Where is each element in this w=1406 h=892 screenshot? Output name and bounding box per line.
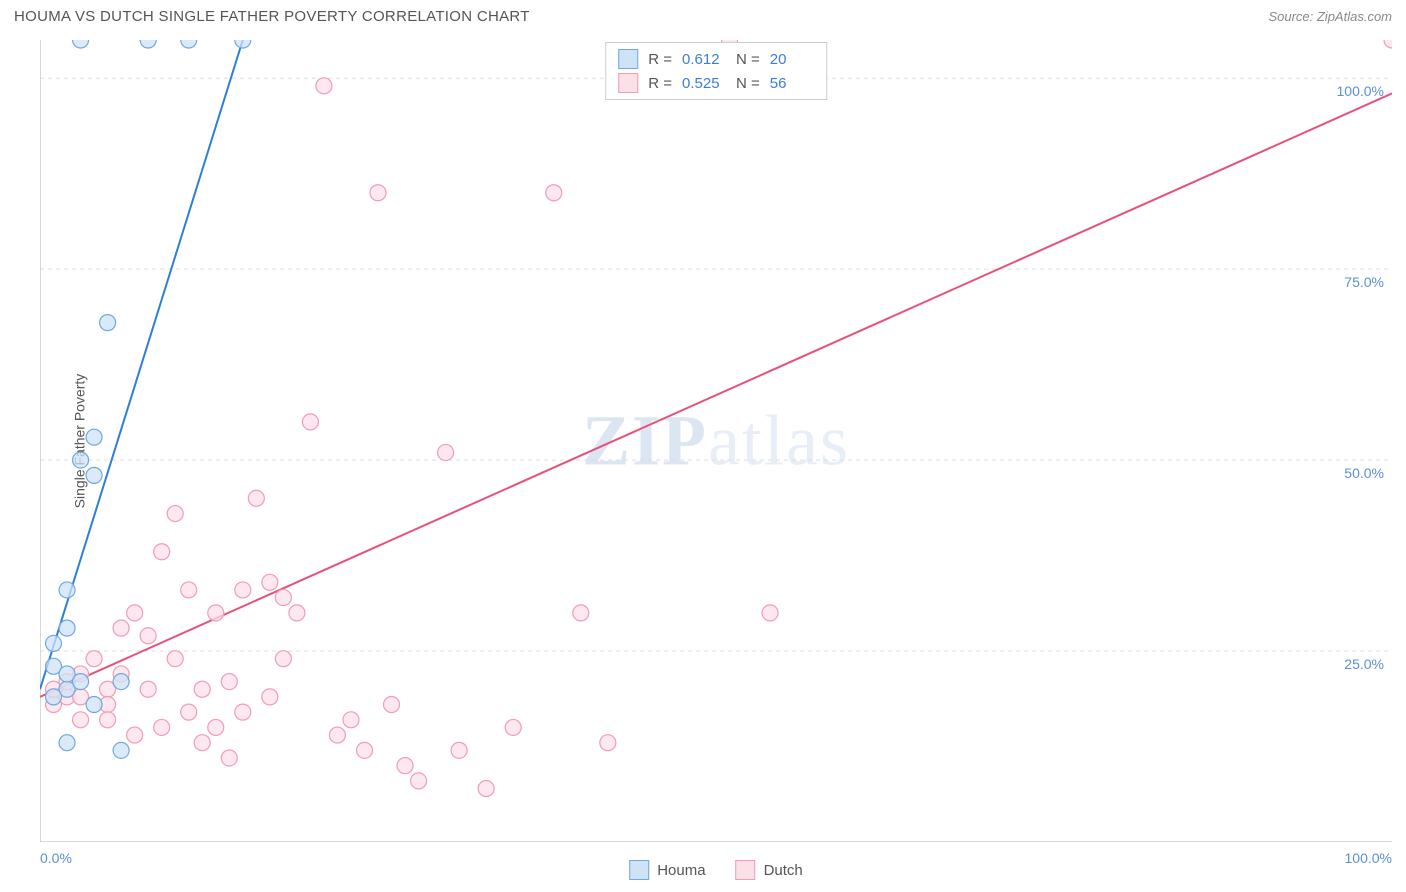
x-axis-max-label: 100.0% — [1345, 850, 1392, 866]
stat-n-label: N = — [736, 51, 760, 68]
chart-title: HOUMA VS DUTCH SINGLE FATHER POVERTY COR… — [14, 8, 530, 25]
legend-stats: R = 0.612 N = 20 R = 0.525 N = 56 — [605, 42, 827, 100]
stat-r-value-dutch: 0.525 — [682, 75, 726, 92]
legend-item: Dutch — [736, 860, 803, 880]
legend-label: Dutch — [764, 862, 803, 879]
stat-n-value-dutch: 56 — [770, 75, 814, 92]
chart-area: Single Father Poverty ZIPatlas 25.0%50.0… — [40, 40, 1392, 842]
stat-r-value-houma: 0.612 — [682, 51, 726, 68]
stat-n-value-houma: 20 — [770, 51, 814, 68]
svg-text:75.0%: 75.0% — [1344, 274, 1384, 290]
scatter-plot: 25.0% 50.0% 75.0% 100.0% — [40, 40, 1392, 842]
swatch-houma — [618, 49, 638, 69]
x-axis-min-label: 0.0% — [40, 850, 72, 866]
svg-text:50.0%: 50.0% — [1344, 465, 1384, 481]
swatch-dutch — [736, 860, 756, 880]
source-label: Source: ZipAtlas.com — [1268, 9, 1392, 24]
legend-label: Houma — [657, 862, 705, 879]
legend-stats-row: R = 0.612 N = 20 — [618, 47, 814, 71]
stat-n-label: N = — [736, 75, 760, 92]
legend-stats-row: R = 0.525 N = 56 — [618, 71, 814, 95]
header: HOUMA VS DUTCH SINGLE FATHER POVERTY COR… — [0, 0, 1406, 29]
legend-series: Houma Dutch — [629, 860, 803, 880]
swatch-dutch — [618, 73, 638, 93]
svg-text:25.0%: 25.0% — [1344, 656, 1384, 672]
legend-item: Houma — [629, 860, 705, 880]
stat-r-label: R = — [648, 51, 672, 68]
stat-r-label: R = — [648, 75, 672, 92]
svg-text:100.0%: 100.0% — [1337, 83, 1384, 99]
swatch-houma — [629, 860, 649, 880]
